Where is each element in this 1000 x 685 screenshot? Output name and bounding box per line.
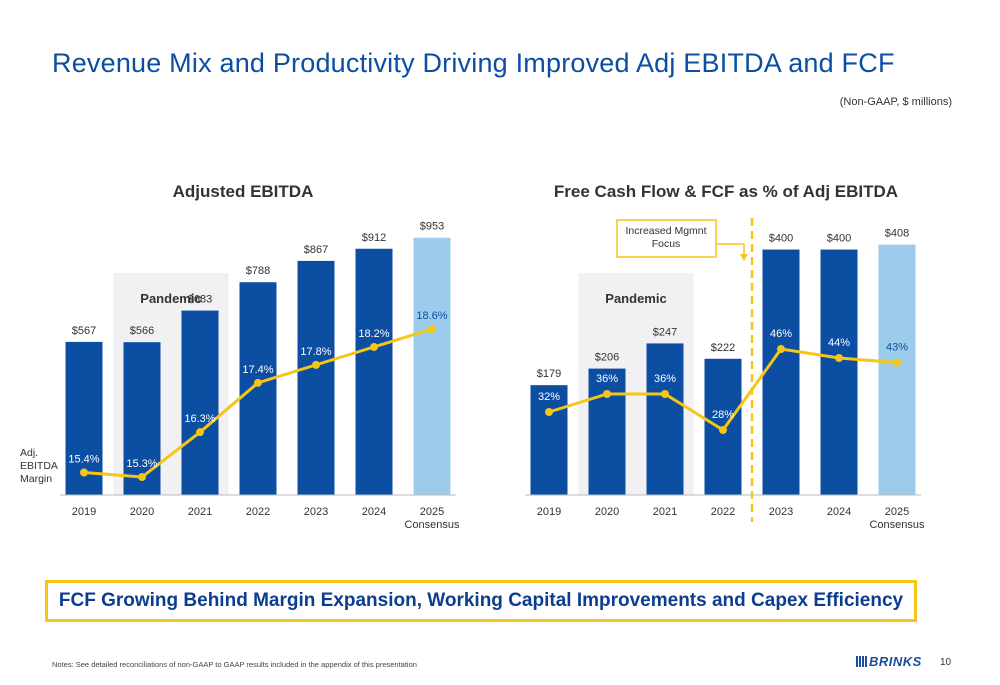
bar-value-label: $206 <box>595 352 619 364</box>
bar <box>123 342 161 495</box>
bar <box>878 244 916 495</box>
margin-point <box>428 325 436 333</box>
bar-value-label: $222 <box>711 342 735 354</box>
margin-point <box>370 342 378 351</box>
x-tick-label: 2024 <box>827 506 851 518</box>
brinks-logo: BRINKS <box>856 654 922 669</box>
bar <box>588 368 626 495</box>
chart-title: Free Cash Flow & FCF as % of Adj EBITDA <box>554 182 898 201</box>
margin-point <box>719 426 727 434</box>
margin-value-label: 18.2% <box>358 328 389 340</box>
margin-point <box>777 345 785 353</box>
x-tick-label: 2022 <box>246 506 270 518</box>
margin-point <box>312 360 320 369</box>
logo-text: BRINKS <box>869 654 922 669</box>
units-note: (Non-GAAP, $ millions) <box>839 96 952 108</box>
bar <box>181 310 219 495</box>
bar-value-label: $567 <box>72 325 96 337</box>
annotation-connector <box>716 243 745 258</box>
adjusted-ebitda-chart: Adjusted EBITDA Pandemic $567 $566 $683 $788 $… <box>20 182 460 531</box>
chart-title: Adjusted EBITDA <box>173 182 314 201</box>
x-tick-label: 2023 <box>304 506 328 518</box>
margin-value-label: 16.3% <box>184 413 215 425</box>
bar <box>297 260 335 495</box>
bar <box>820 249 858 495</box>
bar-value-label: $912 <box>362 232 386 244</box>
x-tick-label: 2019 <box>537 506 561 518</box>
fcf-chart: Free Cash Flow & FCF as % of Adj EBITDA P… <box>525 182 925 531</box>
margin-point <box>835 354 843 362</box>
margin-value-label: 36% <box>654 373 676 385</box>
bar <box>413 237 451 495</box>
bar-value-label: $566 <box>130 325 154 337</box>
bar-value-label: $400 <box>827 233 851 245</box>
x-tick-label: 2021 <box>188 506 212 518</box>
x-tick-label: 2025 Consensus <box>869 506 925 531</box>
margin-point <box>545 408 553 416</box>
bar-value-label: $953 <box>420 221 444 233</box>
margin-point <box>80 468 88 477</box>
annotation-box <box>616 219 717 258</box>
page-title: Revenue Mix and Productivity Driving Imp… <box>52 48 895 78</box>
margin-value-label: 15.3% <box>126 458 157 470</box>
bar <box>762 249 800 495</box>
margin-point <box>254 378 262 387</box>
x-tick-label: 2020 <box>130 506 154 518</box>
margin-value-label: 28% <box>712 409 734 421</box>
logo-bars-icon <box>856 656 868 667</box>
x-tick-label: 2020 <box>595 506 619 518</box>
annotation-arrow-icon <box>740 254 748 261</box>
margin-point <box>196 428 204 437</box>
bar-value-label: $788 <box>246 265 270 277</box>
margin-axis-label: Adj. EBITDA Margin <box>20 447 58 485</box>
bar-value-label: $867 <box>304 244 328 256</box>
bar <box>239 282 277 495</box>
x-tick-label: 2022 <box>711 506 735 518</box>
x-tick-label: 2023 <box>769 506 793 518</box>
footnote: Notes: See detailed reconciliations of n… <box>52 660 417 669</box>
x-tick-label: 2025 Consensus <box>404 506 460 531</box>
margin-point <box>603 390 611 398</box>
margin-point <box>138 473 146 481</box>
summary-banner: FCF Growing Behind Margin Expansion, Wor… <box>45 580 917 622</box>
bar <box>530 385 568 495</box>
bar-value-label: $247 <box>653 326 677 338</box>
x-tick-label: 2019 <box>72 506 96 518</box>
margin-point <box>893 358 901 367</box>
margin-value-label: 32% <box>538 391 560 403</box>
pandemic-label: Pandemic <box>605 291 666 306</box>
x-tick-label: 2024 <box>362 506 386 518</box>
x-tick-label: 2021 <box>653 506 677 518</box>
bar-value-label: $400 <box>769 233 793 245</box>
bar-value-label: $408 <box>885 228 909 240</box>
page-number: 10 <box>940 657 952 668</box>
margin-value-label: 17.4% <box>242 364 273 376</box>
annotation-text: Increased Mgmnt Focus <box>625 225 706 250</box>
bar-value-label: $683 <box>188 294 212 306</box>
margin-value-label: 17.8% <box>300 346 331 358</box>
margin-point <box>661 390 669 398</box>
margin-value-label: 36% <box>596 373 618 385</box>
margin-value-label: 15.4% <box>68 454 99 466</box>
margin-value-label: 44% <box>828 337 850 349</box>
margin-value-label: 43% <box>886 342 908 354</box>
bar <box>646 343 684 495</box>
bar <box>355 248 393 495</box>
margin-value-label: 46% <box>770 328 792 340</box>
pandemic-label: Pandemic <box>140 291 201 306</box>
margin-value-label: 18.6% <box>416 310 447 322</box>
bar-value-label: $179 <box>537 368 561 380</box>
